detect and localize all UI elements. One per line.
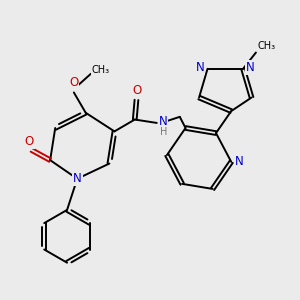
Text: N: N	[73, 172, 82, 185]
Text: O: O	[133, 84, 142, 97]
Text: H: H	[160, 128, 167, 137]
Text: N: N	[246, 61, 255, 74]
Text: N: N	[158, 115, 167, 128]
Text: N: N	[196, 61, 205, 74]
Text: CH₃: CH₃	[258, 41, 276, 51]
Text: N: N	[235, 155, 244, 168]
Text: O: O	[25, 135, 34, 148]
Text: CH₃: CH₃	[92, 65, 110, 75]
Text: O: O	[69, 76, 79, 89]
